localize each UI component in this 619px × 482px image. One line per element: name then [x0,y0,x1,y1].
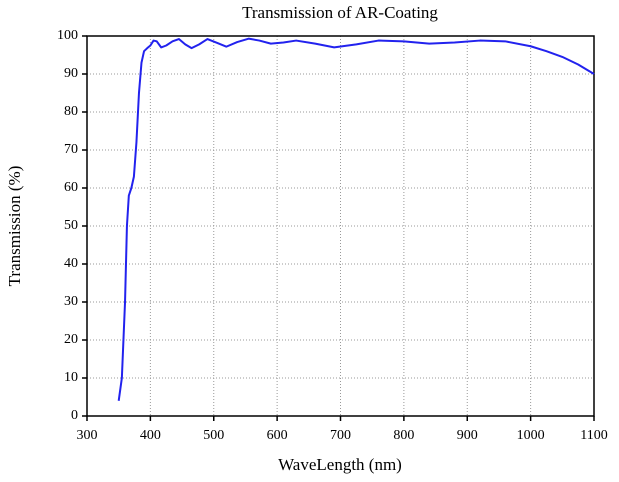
y-tick-label: 70 [64,142,78,157]
y-tick-label: 40 [64,256,78,271]
y-tick-label: 0 [71,408,78,423]
y-tick-label: 80 [64,104,78,119]
y-tick-label: 30 [64,294,78,309]
data-line [117,37,595,401]
x-tick-label: 700 [330,428,351,443]
x-tick-label: 800 [393,428,414,443]
plot-frame [86,35,595,417]
y-tick-label: 90 [64,66,78,81]
y-axis-label: Transmission (%) [5,166,24,287]
x-tick-label: 500 [203,428,224,443]
x-axis-label: WaveLength (nm) [278,455,402,474]
chart-title: Transmission of AR-Coating [242,3,438,22]
x-tick-label: 900 [457,428,478,443]
y-tick-label: 60 [64,180,78,195]
x-tick-label: 300 [77,428,98,443]
x-tick-label: 400 [140,428,161,443]
x-tick-label: 1000 [517,428,545,443]
y-tick-label: 100 [57,28,78,43]
x-tick-label: 1100 [580,428,607,443]
y-tick-label: 50 [64,218,78,233]
y-tick-label: 20 [64,332,78,347]
x-tick-label: 600 [267,428,288,443]
y-tick-label: 10 [64,370,78,385]
